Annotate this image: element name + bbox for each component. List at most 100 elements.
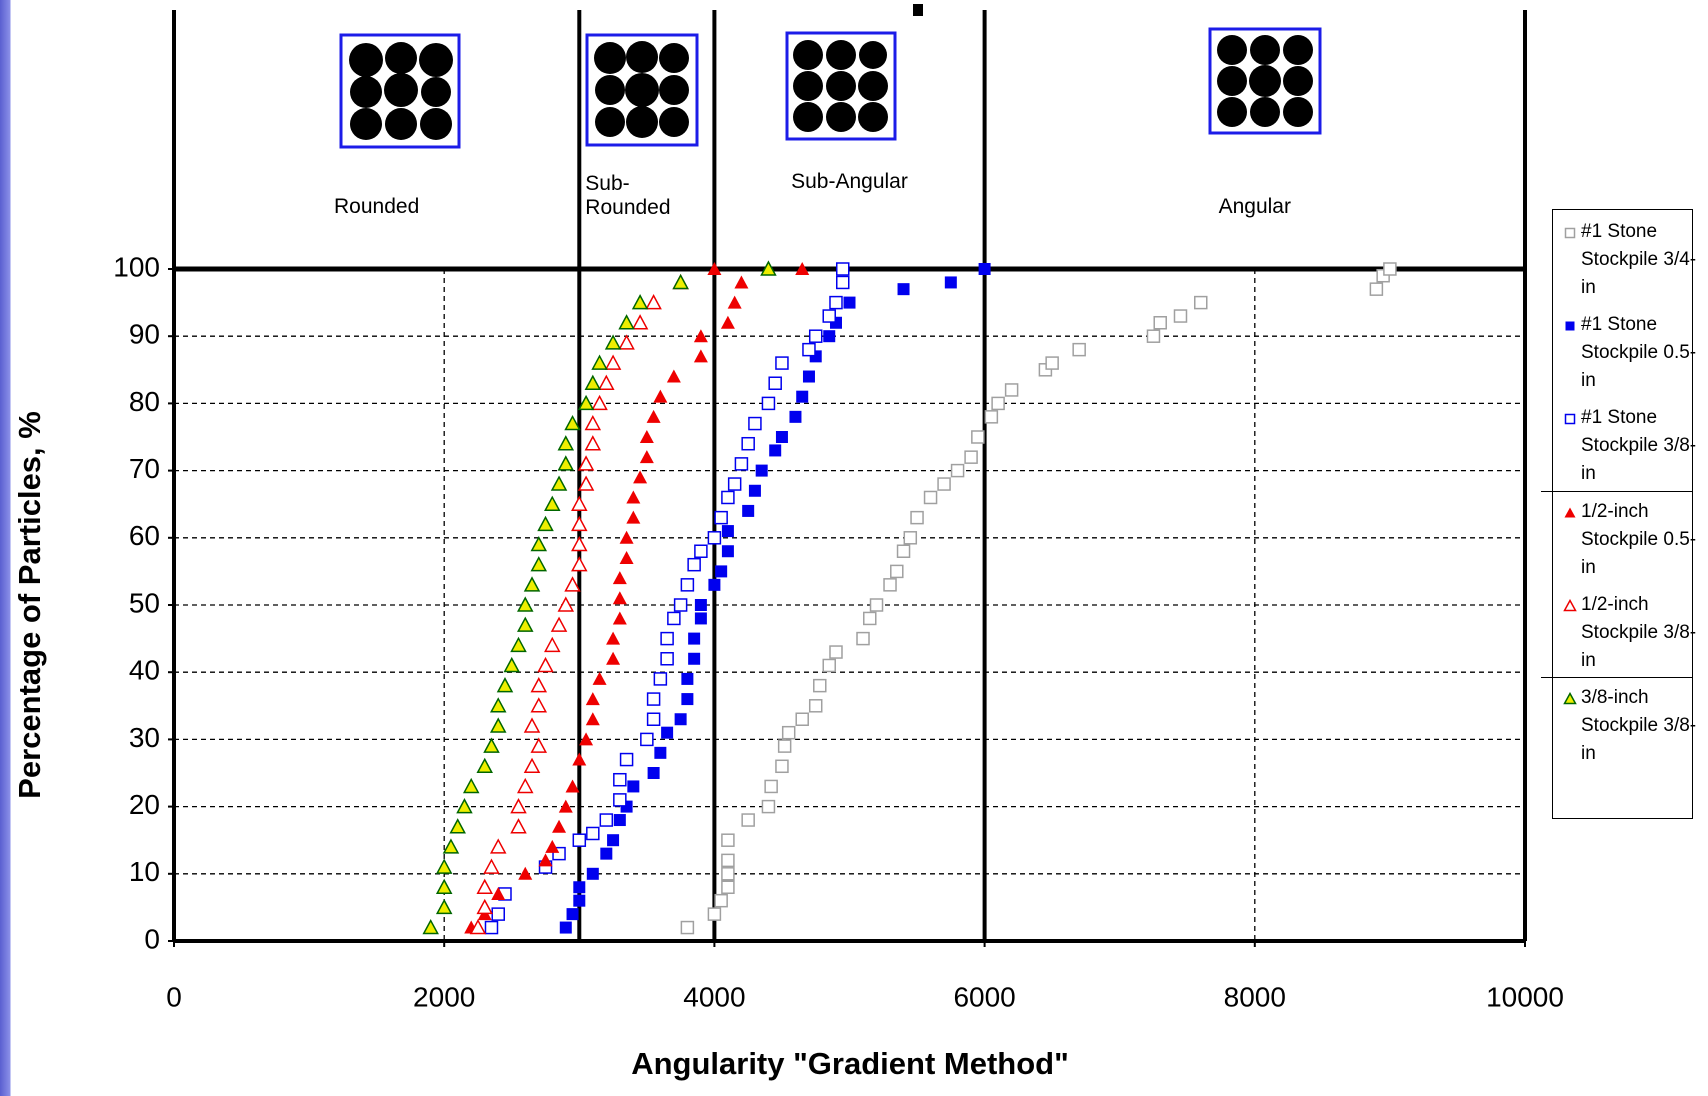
data-point xyxy=(449,818,466,834)
data-point xyxy=(660,631,674,646)
data-point xyxy=(769,444,782,457)
data-point xyxy=(585,712,600,726)
data-point xyxy=(910,510,924,525)
data-point xyxy=(721,490,735,505)
data-point xyxy=(619,752,634,767)
data-point xyxy=(544,636,561,653)
data-point xyxy=(571,495,588,511)
x-tick-label: 10000 xyxy=(1486,981,1564,1012)
data-point xyxy=(572,833,587,847)
legend-separator xyxy=(1541,491,1693,492)
data-point xyxy=(808,699,823,713)
legend-label: 1/2-inch Stockpile 3/8-in xyxy=(1581,594,1697,671)
point xyxy=(1563,599,1577,612)
data-point xyxy=(584,374,602,390)
data-point xyxy=(571,556,588,572)
legend-entry: 1/2-inch Stockpile 3/8-in xyxy=(1563,591,1706,675)
data-point xyxy=(639,450,654,464)
data-point xyxy=(584,414,602,431)
data-point xyxy=(1072,342,1086,357)
data-point xyxy=(802,342,816,357)
data-point xyxy=(530,697,548,713)
data-point xyxy=(639,430,654,443)
data-point xyxy=(618,334,635,350)
data-point xyxy=(442,838,460,854)
data-point xyxy=(517,596,534,612)
data-point xyxy=(523,717,541,733)
data-point xyxy=(822,309,836,323)
data-point xyxy=(835,262,850,276)
data-point xyxy=(721,853,735,868)
data-point xyxy=(727,477,742,491)
legend-entry: #1 Stone Stockpile 0.5-in xyxy=(1563,311,1706,395)
data-point xyxy=(835,275,850,290)
legend-entry: #1 Stone Stockpile 3/4-in xyxy=(1563,218,1706,302)
data-point xyxy=(796,390,809,403)
data-point xyxy=(795,712,809,726)
data-point xyxy=(681,693,694,706)
data-point xyxy=(978,263,991,275)
data-point xyxy=(863,611,877,626)
data-point xyxy=(476,878,493,894)
point xyxy=(1563,692,1577,705)
y-tick-label: 80 xyxy=(129,386,160,417)
data-point xyxy=(896,544,911,558)
data-point xyxy=(577,455,595,471)
data-point xyxy=(613,793,627,807)
data-point xyxy=(606,651,621,665)
x-tick-label: 0 xyxy=(166,981,182,1012)
legend-marker xyxy=(1565,321,1575,331)
data-point xyxy=(856,631,870,646)
data-point xyxy=(694,612,707,625)
data-point xyxy=(721,867,735,881)
zone-label: Angular xyxy=(1218,195,1291,218)
data-point xyxy=(612,571,627,585)
data-point xyxy=(483,737,500,753)
data-point xyxy=(537,656,554,673)
data-point xyxy=(1146,329,1161,343)
data-point xyxy=(755,464,768,477)
data-point xyxy=(518,866,533,880)
data-point xyxy=(1383,262,1397,276)
data-point xyxy=(748,484,761,497)
data-point xyxy=(599,813,614,827)
data-point xyxy=(937,477,951,491)
data-point xyxy=(715,565,728,578)
data-point xyxy=(483,858,500,874)
legend-label: 1/2-inch Stockpile 0.5-in xyxy=(1581,501,1697,578)
mark-dot xyxy=(913,4,923,16)
data-point xyxy=(491,907,505,921)
data-point xyxy=(964,450,978,464)
data-point xyxy=(727,295,742,309)
data-point xyxy=(557,455,575,471)
data-point xyxy=(631,314,649,330)
data-point xyxy=(573,894,586,907)
data-point xyxy=(591,354,608,370)
data-point xyxy=(646,409,661,423)
data-point xyxy=(813,678,827,693)
data-point xyxy=(469,918,487,935)
data-point xyxy=(903,531,918,545)
data-point xyxy=(612,611,627,625)
y-axis-title: Percentage of Particles, % xyxy=(12,411,47,799)
data-point xyxy=(714,510,728,525)
data-point xyxy=(565,779,580,793)
y-tick-label: 50 xyxy=(129,587,160,618)
data-point xyxy=(653,389,668,403)
data-point xyxy=(626,490,641,504)
data-point xyxy=(612,591,627,605)
data-point xyxy=(708,578,721,591)
zone-label: Sub-Rounded xyxy=(585,172,671,219)
data-point xyxy=(530,677,548,693)
data-point xyxy=(600,847,613,860)
data-point xyxy=(557,435,575,451)
data-point xyxy=(484,920,499,935)
data-point xyxy=(693,329,708,343)
data-point xyxy=(761,396,776,411)
data-point xyxy=(720,315,735,329)
data-point xyxy=(577,394,595,411)
data-point xyxy=(775,356,789,370)
data-point xyxy=(517,616,534,632)
data-point xyxy=(645,294,662,310)
